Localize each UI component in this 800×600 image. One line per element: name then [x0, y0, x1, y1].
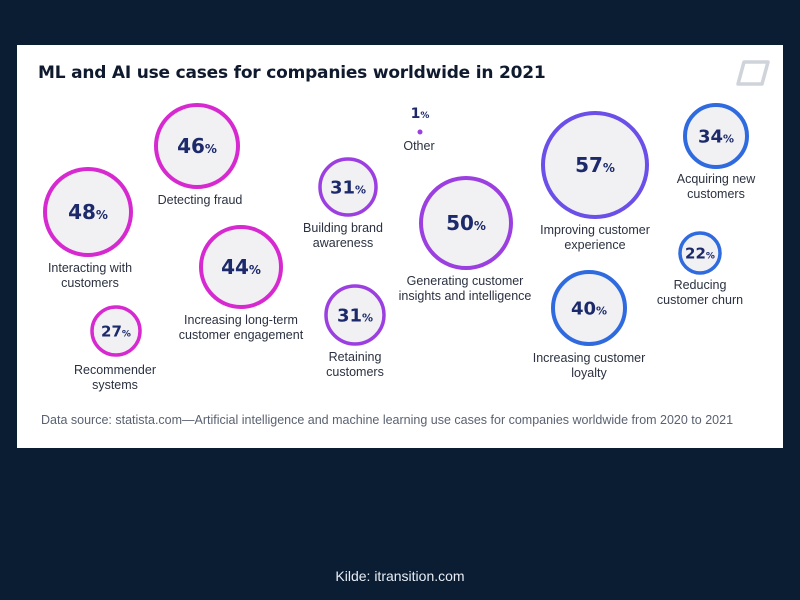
category-label-other: Other	[403, 139, 435, 153]
leaf-logo-icon	[736, 60, 770, 86]
bubble-building-brand-awareness	[318, 157, 378, 217]
category-label-reducing-customer-churn: Reducing customer churn	[656, 278, 744, 307]
bubble-improving-customer-experience	[541, 111, 649, 219]
value-label-other: 1%	[411, 106, 430, 122]
bubble-detecting-fraud	[154, 103, 240, 189]
data-source-note: Data source: statista.com—Artificial int…	[41, 413, 734, 427]
category-label-detecting-fraud: Detecting fraud	[157, 193, 243, 207]
category-label-retaining-customers: Retaining customers	[326, 350, 384, 379]
category-label-increasing-customer-loyalty: Increasing customer loyalty	[532, 351, 646, 380]
chart-title: ML and AI use cases for companies worldw…	[38, 63, 546, 83]
bubble-generating-customer-insights-and-intelligence	[419, 176, 513, 270]
category-label-acquiring-new-customers: Acquiring new customers	[676, 172, 756, 201]
value-label-increasing-customer-loyalty: 40%	[571, 298, 607, 319]
bubble-increasing-customer-loyalty	[551, 270, 627, 346]
bubble-acquiring-new-customers	[683, 103, 749, 169]
category-label-generating-customer-insights-and-intelligence: Generating customer insights and intellig…	[398, 274, 532, 303]
chart-card: ML and AI use cases for companies worldw…	[17, 45, 783, 448]
category-label-improving-customer-experience: Improving customer experience	[540, 223, 650, 252]
category-label-building-brand-awareness: Building brand awareness	[303, 221, 383, 250]
value-label-acquiring-new-customers: 34%	[698, 126, 734, 147]
bubble-reducing-customer-churn	[678, 231, 722, 275]
bubble-recommender-systems	[90, 305, 142, 357]
image-credit: Kilde: itransition.com	[335, 568, 465, 584]
bubble-other	[417, 129, 423, 135]
bubble-chart: 46%48%44%27%31%31%1%50%57%40%34%22%	[43, 103, 749, 357]
value-label-building-brand-awareness: 31%	[330, 177, 366, 198]
category-label-increasing-long-term-customer-engagement: Increasing long-term customer engagement	[178, 313, 304, 342]
bubble-retaining-customers	[324, 284, 386, 346]
bubble-interacting-with-customers	[43, 167, 133, 257]
value-label-retaining-customers: 31%	[337, 305, 373, 326]
category-label-interacting-with-customers: Interacting with customers	[47, 261, 133, 290]
category-label-recommender-systems: Recommender systems	[74, 363, 156, 392]
bubble-increasing-long-term-customer-engagement	[199, 225, 283, 309]
